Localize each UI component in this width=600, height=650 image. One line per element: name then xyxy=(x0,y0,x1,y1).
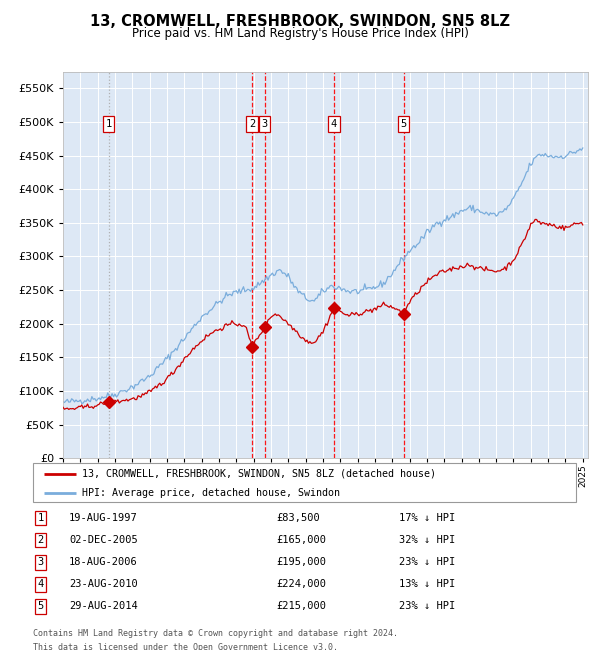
Text: £165,000: £165,000 xyxy=(276,535,326,545)
Text: Price paid vs. HM Land Registry's House Price Index (HPI): Price paid vs. HM Land Registry's House … xyxy=(131,27,469,40)
Text: 02-DEC-2005: 02-DEC-2005 xyxy=(69,535,138,545)
Text: £83,500: £83,500 xyxy=(276,513,320,523)
Text: 17% ↓ HPI: 17% ↓ HPI xyxy=(399,513,455,523)
Text: 13, CROMWELL, FRESHBROOK, SWINDON, SN5 8LZ (detached house): 13, CROMWELL, FRESHBROOK, SWINDON, SN5 8… xyxy=(82,469,436,478)
Text: 3: 3 xyxy=(38,557,44,567)
Text: 4: 4 xyxy=(38,579,44,590)
FancyBboxPatch shape xyxy=(33,463,576,502)
Text: 1: 1 xyxy=(38,513,44,523)
Text: £215,000: £215,000 xyxy=(276,601,326,612)
Text: 3: 3 xyxy=(262,119,268,129)
Text: 18-AUG-2006: 18-AUG-2006 xyxy=(69,557,138,567)
Text: 23-AUG-2010: 23-AUG-2010 xyxy=(69,579,138,590)
Text: This data is licensed under the Open Government Licence v3.0.: This data is licensed under the Open Gov… xyxy=(33,643,338,650)
Text: 32% ↓ HPI: 32% ↓ HPI xyxy=(399,535,455,545)
Text: 2: 2 xyxy=(249,119,256,129)
Text: 23% ↓ HPI: 23% ↓ HPI xyxy=(399,601,455,612)
Text: 5: 5 xyxy=(401,119,407,129)
Text: 19-AUG-1997: 19-AUG-1997 xyxy=(69,513,138,523)
Text: 13% ↓ HPI: 13% ↓ HPI xyxy=(399,579,455,590)
Text: 1: 1 xyxy=(106,119,112,129)
Text: 13, CROMWELL, FRESHBROOK, SWINDON, SN5 8LZ: 13, CROMWELL, FRESHBROOK, SWINDON, SN5 8… xyxy=(90,14,510,29)
Text: 23% ↓ HPI: 23% ↓ HPI xyxy=(399,557,455,567)
Text: £224,000: £224,000 xyxy=(276,579,326,590)
Text: HPI: Average price, detached house, Swindon: HPI: Average price, detached house, Swin… xyxy=(82,488,340,498)
Text: Contains HM Land Registry data © Crown copyright and database right 2024.: Contains HM Land Registry data © Crown c… xyxy=(33,629,398,638)
Text: £195,000: £195,000 xyxy=(276,557,326,567)
Text: 4: 4 xyxy=(331,119,337,129)
Text: 2: 2 xyxy=(38,535,44,545)
Text: 5: 5 xyxy=(38,601,44,612)
Text: 29-AUG-2014: 29-AUG-2014 xyxy=(69,601,138,612)
